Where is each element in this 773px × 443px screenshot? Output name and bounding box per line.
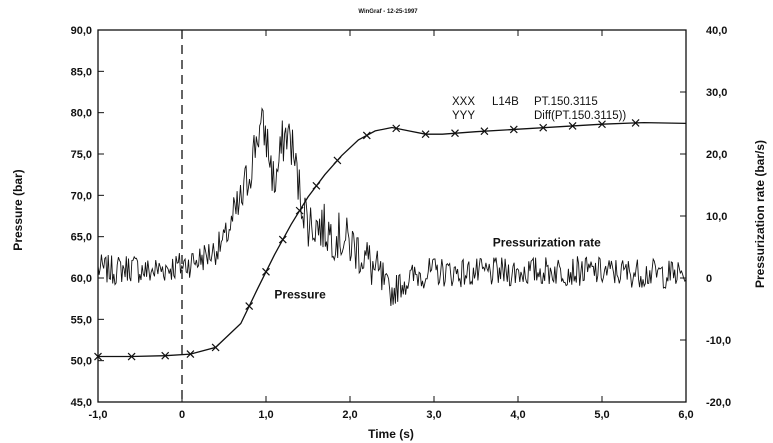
pressure-marker [245, 302, 254, 311]
pressure-marker [333, 156, 342, 165]
pressure-marker [262, 267, 270, 276]
x-tick-label: -1,0 [89, 409, 108, 421]
x-tick-label: 3,0 [426, 409, 441, 421]
x-tick-label: 0 [179, 409, 185, 421]
legend-symbol-2: YYY [452, 110, 475, 122]
chart-title: WinGraf - 12-25-1997 [358, 9, 418, 15]
y-tick-label-left: 80,0 [71, 108, 92, 120]
x-tick-label: 4,0 [510, 409, 525, 421]
series-pressurization-rate [97, 107, 687, 307]
pressure-marker [295, 206, 304, 215]
y-tick-label-left: 65,0 [71, 232, 92, 244]
pressure-marker [568, 122, 577, 130]
pressure-marker [421, 130, 430, 139]
x-tick-label: 1,0 [258, 409, 273, 421]
pressure-marker [94, 352, 102, 361]
y-tick-label-right: 0 [706, 273, 712, 285]
y-tick-label-left: 90,0 [71, 25, 92, 37]
series-pressure [98, 121, 687, 358]
x-tick-label: 2,0 [342, 409, 357, 421]
pressure-marker [161, 351, 170, 360]
y-tick-label-left: 45,0 [71, 397, 92, 409]
y-tick-label-right: 10,0 [706, 211, 727, 223]
legend-desc-2: Diff(PT.150.3115)) [534, 110, 626, 122]
pressure-marker [312, 181, 321, 190]
y-tick-label-left: 75,0 [71, 149, 92, 161]
annotation-pressurization-rate: Pressurization rate [493, 236, 601, 250]
annotation-pressure: Pressure [274, 288, 326, 302]
pressure-marker [362, 131, 371, 140]
pressure-marker [186, 350, 195, 358]
pressure-marker [451, 129, 459, 138]
y-tick-label-right: 20,0 [706, 149, 727, 161]
y-axis-label-left: Pressure (bar) [11, 169, 25, 250]
pressure-marker [539, 123, 548, 132]
pressure-marker [480, 127, 489, 136]
y-tick-label-right: -20,0 [706, 397, 731, 409]
x-tick-label: 6,0 [678, 409, 693, 421]
pressure-marker [392, 124, 401, 133]
plot-frame [97, 29, 687, 403]
pressure-marker [211, 343, 220, 352]
y-tick-label-left: 85,0 [71, 66, 92, 78]
y-tick-label-left: 60,0 [71, 273, 92, 285]
y-tick-label-right: -10,0 [706, 335, 731, 347]
y-tick-label-left: 55,0 [71, 314, 92, 326]
legend-symbol-1: XXX [452, 96, 475, 108]
pressure-marker [509, 125, 518, 134]
pressure-marker [278, 235, 287, 244]
x-axis-label: Time (s) [368, 427, 414, 441]
y-tick-label-left: 50,0 [71, 356, 92, 368]
y-axis-label-right: Pressurization rate (bar/s) [753, 140, 767, 288]
pressure-marker [631, 118, 640, 127]
pressure-marker [127, 352, 136, 361]
y-tick-label-left: 70,0 [71, 190, 92, 202]
legend: XXX L14B PT.150.3115 YYY Diff(PT.150.311… [452, 96, 626, 122]
pressure-marker [598, 120, 606, 129]
y-tick-label-right: 40,0 [706, 25, 727, 37]
x-tick-label: 5,0 [594, 409, 609, 421]
y-tick-label-right: 30,0 [706, 87, 727, 99]
legend-desc-1: PT.150.3115 [534, 96, 598, 108]
legend-label-1: L14B [492, 96, 519, 108]
